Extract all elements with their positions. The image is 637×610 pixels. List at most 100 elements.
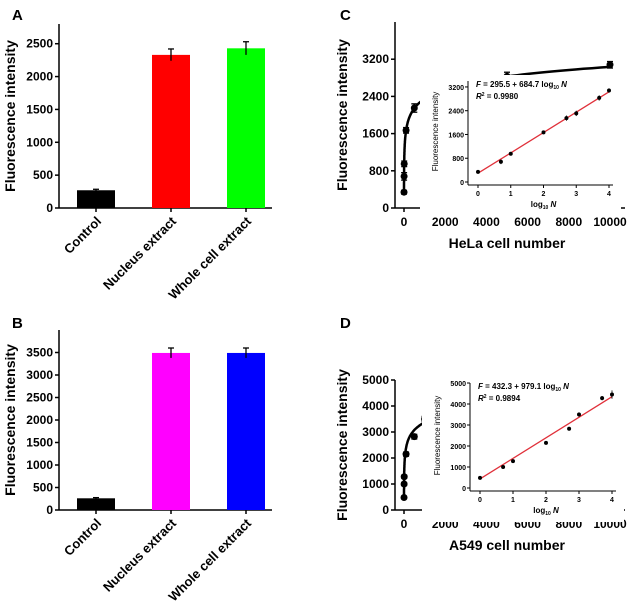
eq-sub: 10 [553,85,559,91]
inset-data-point [478,475,482,480]
inset-y-tick-label: 1600 [448,132,464,139]
inset-data-point [610,392,614,397]
inset-x-label-log: log [531,200,543,209]
inset-background [422,377,624,522]
x-tick-label: Nucleus extract [100,515,180,595]
r2-value: = 0.9980 [485,92,519,101]
inset-background [420,75,621,216]
inset-data-point [574,111,579,116]
inset-data-point [607,88,611,93]
x-tick-label: 8000 [555,215,582,229]
y-tick-label: 500 [33,481,53,495]
data-point [400,160,408,168]
panel-label: D [340,315,351,332]
y-axis-label: Fluorescence intensity [2,344,18,496]
y-tick-label: 500 [33,168,53,182]
eq-body: = 295.5 + 684.7 log [481,80,554,89]
data-point [400,480,408,488]
inset-y-tick-label: 5000 [450,381,466,388]
inset-x-axis-label: log10 N [533,506,559,517]
inset-data-point [577,412,581,417]
eq-sub: 10 [555,387,561,393]
inset-y-tick-label: 3000 [450,423,466,430]
y-tick-label: 2000 [362,451,389,465]
inset-r-squared: R2 = 0.9894 [478,394,521,403]
inset-data-point [544,440,548,445]
inset-y-tick-label: 4000 [450,402,466,409]
inset-data-point [600,396,605,401]
inset-y-tick-label: 2000 [450,444,466,451]
bar-whole-cell-extract [227,48,265,208]
panel-a: A 0 500 1000 1500 2000 2500 Fluorescence intens… [2,7,272,302]
y-tick-label: 2400 [362,89,389,103]
panel-label: A [12,7,23,24]
inset-fit-line [479,396,613,480]
data-point [606,61,614,69]
inset-x-tick-label: 4 [610,497,614,504]
data-point [402,450,410,458]
inset-r-squared: R2 = 0.9980 [476,92,519,101]
x-tick-label: 4000 [473,215,500,229]
y-tick-label: 2000 [26,70,53,84]
inset-x-tick-label: 0 [478,497,482,504]
bar-control [77,190,115,208]
y-tick-label: 2000 [26,413,53,427]
inset-x-tick-label: 3 [577,497,581,504]
eq-var: N [561,382,569,391]
inset-data-point [597,95,602,100]
bar-control [77,498,115,510]
inset-data-point [508,151,513,156]
eq-f: F [478,382,484,391]
y-tick-label: 2500 [26,37,53,51]
inset-y-tick-label: 0 [462,486,466,493]
inset-x-tick-label: 4 [607,191,611,198]
r2-value: = 0.9894 [487,394,521,403]
y-tick-label: 1000 [26,135,53,149]
panel-label: B [12,315,23,332]
data-point [400,473,408,481]
y-axis-label: Fluorescence intensity [334,369,350,521]
r2-label: R [476,92,482,101]
x-tick-label: 2000 [432,215,459,229]
data-point [400,494,408,502]
inset-y-tick-label: 800 [452,156,464,163]
eq-f: F [476,80,482,89]
r2-label: R [478,394,484,403]
inset-x-tick-label: 3 [574,191,578,198]
inset-x-label-var: N [548,200,556,209]
inset-data-point [567,426,572,431]
inset-y-axis-label: Fluorescence intensity [433,396,442,476]
inset-x-tick-label: 2 [544,497,548,504]
eq-body: = 432.3 + 979.1 log [483,382,556,391]
bar-whole-cell-extract [227,352,265,510]
inset-y-tick-label: 2400 [448,109,464,116]
inset-x-tick-label: 0 [476,191,480,198]
inset-plot: 0 1000 2000 3000 4000 5000 0 1 2 3 4 log10 N Fluores… [422,377,624,522]
inset-y-tick-label: 3200 [448,85,464,92]
inset-x-tick-label: 2 [542,191,546,198]
data-point [410,433,418,441]
panel-b: B 0 500 1000 1500 2000 2500 3000 3500 Fluorescenc… [2,315,272,604]
inset-x-tick-label: 1 [511,497,515,504]
x-tick-label: 6000 [514,215,541,229]
x-axis-label: A549 cell number [449,537,565,553]
bar-nucleus-extract [152,54,190,209]
inset-data-point [541,130,546,135]
panel-label: C [340,7,351,24]
x-tick-label: Whole cell extract [165,213,254,302]
y-tick-label: 800 [369,164,389,178]
data-point [402,126,410,134]
x-axis-label: HeLa cell number [449,235,566,251]
panel-d: D 0 1000 2000 3000 4000 5000 Fluorescence inten… [334,315,627,553]
inset-data-point [476,169,480,174]
inset-y-tick-label: 1000 [450,465,466,472]
y-tick-label: 1000 [362,477,389,491]
inset-x-label-sub: 10 [545,511,551,517]
y-tick-label: 1500 [26,102,53,116]
r2-sup: 2 [484,394,487,400]
data-point [400,172,408,180]
y-axis-label: Fluorescence intensity [334,39,350,191]
